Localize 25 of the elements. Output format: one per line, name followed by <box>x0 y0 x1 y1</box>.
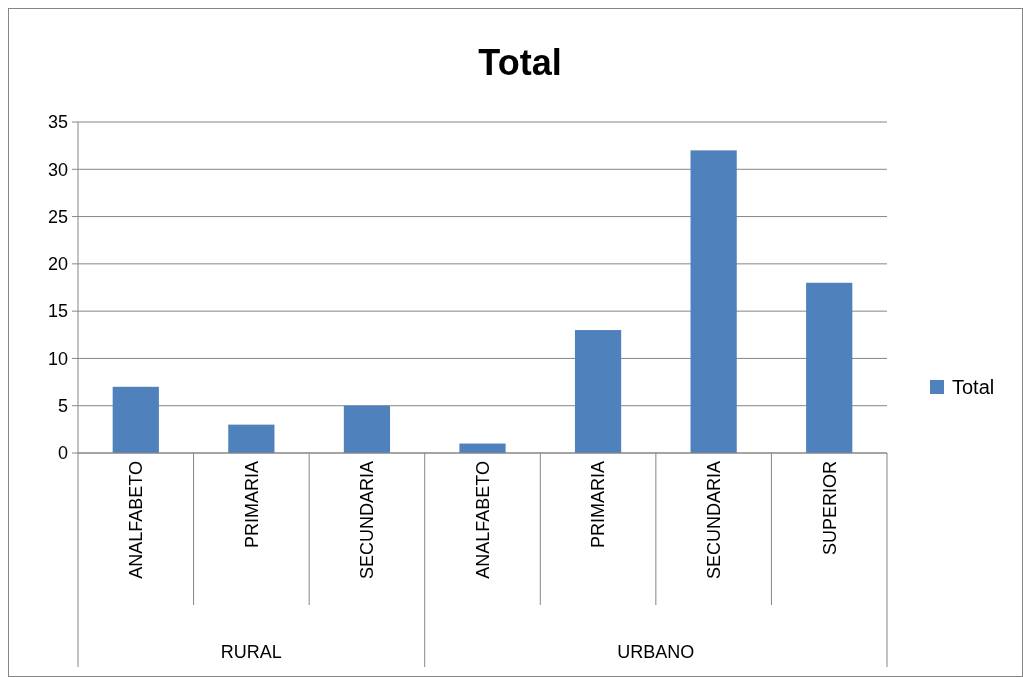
x-tick-label: SUPERIOR <box>819 461 840 556</box>
text: RURAL <box>220 642 282 662</box>
x-tick-label: SECUNDARIA <box>703 461 724 580</box>
bar <box>806 282 853 453</box>
x-tick-label: SECUNDARIA <box>357 461 378 580</box>
bar <box>574 330 622 453</box>
y-tick-label: 25 <box>47 206 68 227</box>
bar <box>343 405 391 453</box>
x-tick-label: PRIMARIA <box>241 461 262 549</box>
y-tick-label: 30 <box>47 159 68 180</box>
y-tick-label: 15 <box>47 301 68 322</box>
x-tick-label: ANALFABETO <box>472 461 493 579</box>
bar <box>112 386 159 453</box>
x-tick-label: PRIMARIA <box>588 461 609 549</box>
legend-label: Total <box>952 376 995 398</box>
y-tick-label: 20 <box>47 254 68 275</box>
bar <box>690 150 737 453</box>
y-tick-label: 10 <box>47 348 68 369</box>
bar <box>228 424 275 453</box>
x-tick-label: ANALFABETO <box>126 461 147 579</box>
y-tick-label: 5 <box>57 396 68 417</box>
y-tick-label: 0 <box>57 443 68 464</box>
chart-title: Total <box>478 42 562 83</box>
y-tick-label: 35 <box>47 112 68 133</box>
text: URBANO <box>617 642 695 662</box>
